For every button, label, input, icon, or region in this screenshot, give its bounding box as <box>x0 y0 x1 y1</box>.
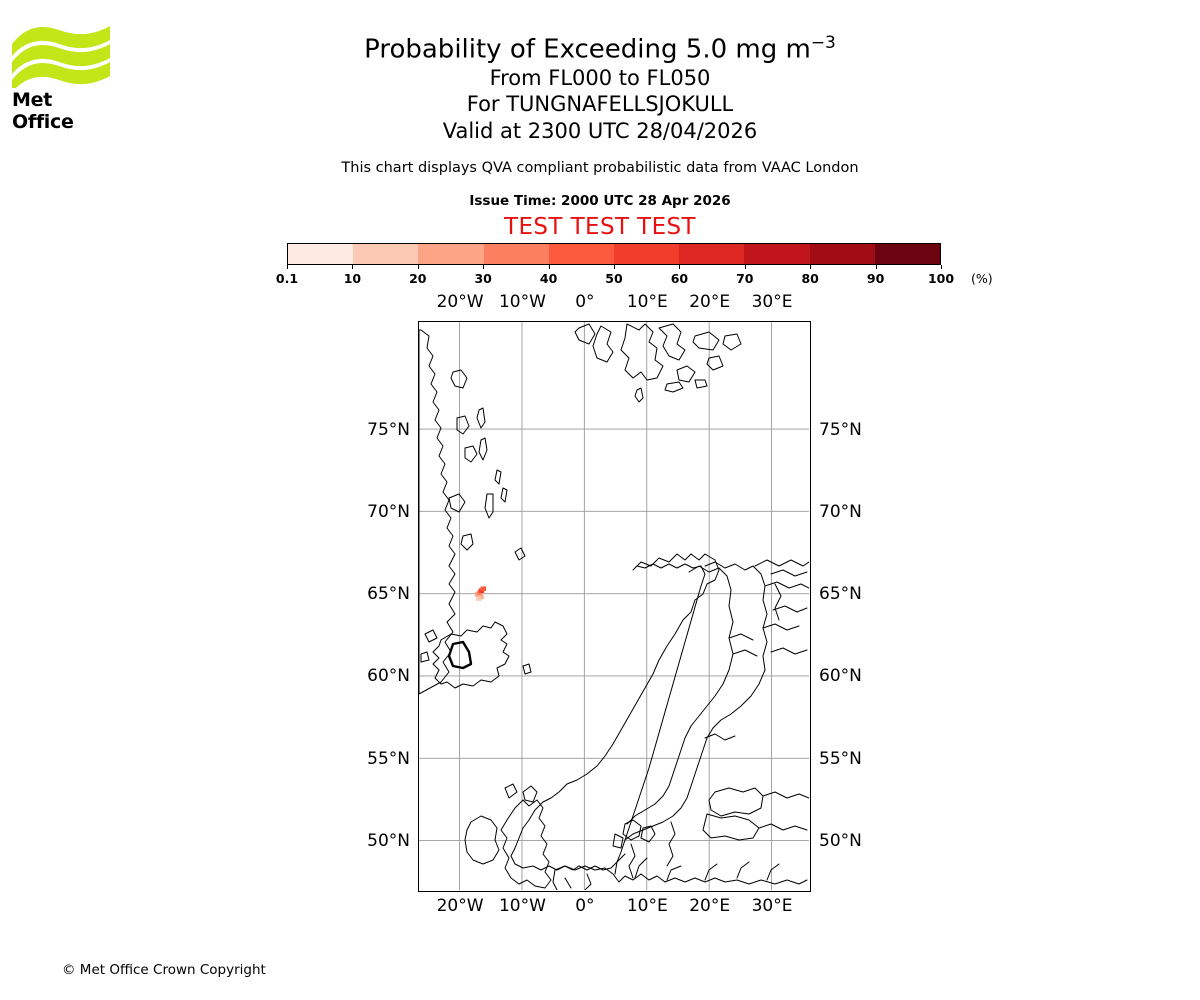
title-block: Probability of Exceeding 5.0 mg m−3 From… <box>0 0 1200 240</box>
met-office-logo: Met Office <box>12 22 110 133</box>
colorbar-tick-100: 100 <box>927 271 955 286</box>
flight-level-line: From FL000 to FL050 <box>489 65 711 90</box>
lat-label-right-70°N: 70°N <box>819 501 862 522</box>
colorbar-tickmark <box>483 265 485 269</box>
met-office-logo-text: Met Office <box>12 89 74 133</box>
colorbar-tick-70: 70 <box>736 271 754 286</box>
lon-label-bottom-10°W: 10°W <box>498 896 546 916</box>
map-plot-area <box>418 321 811 892</box>
colorbar-tick-10: 10 <box>343 271 362 286</box>
colorbar-band-9 <box>874 244 941 264</box>
page-title: Probability of Exceeding 5.0 mg m−3 <box>0 28 1200 65</box>
colorbar-band-8 <box>809 244 875 264</box>
colorbar-tickmark <box>875 265 877 269</box>
lon-label-top-0°: 0° <box>575 292 595 312</box>
colorbar-band-4 <box>548 244 615 264</box>
lon-label-top-10°E: 10°E <box>626 292 668 312</box>
lat-label-right-60°N: 60°N <box>819 666 862 687</box>
lon-label-top-10°W: 10°W <box>498 292 546 312</box>
colorbar-tick-90: 90 <box>866 271 885 286</box>
colorbar-tickmark <box>679 265 681 269</box>
lon-label-top-20°E: 20°E <box>689 292 731 312</box>
met-office-wave-icon <box>12 26 110 88</box>
colorbar-tickmark <box>614 265 615 269</box>
colorbar-band-0 <box>288 244 354 264</box>
colorbar-tick-60: 60 <box>670 271 689 286</box>
volcano-line: For TUNGNAFELLSJOKULL <box>466 92 734 117</box>
test-banner: TEST TEST TEST <box>504 214 696 241</box>
map-coastlines <box>419 323 809 890</box>
colorbar-tick-30: 30 <box>474 271 492 286</box>
probability-colorbar <box>287 243 941 265</box>
lat-label-left-65°N: 65°N <box>367 584 410 605</box>
colorbar-tickmark <box>352 265 354 269</box>
map-gridlines <box>419 322 809 890</box>
page-title-text: Probability of Exceeding 5.0 mg m <box>364 34 811 65</box>
colorbar-gradient <box>287 243 941 265</box>
valid-time-line: Valid at 2300 UTC 28/04/2026 <box>442 118 758 143</box>
map-svg <box>419 322 809 890</box>
page-title-exponent: −3 <box>810 33 836 53</box>
colorbar-units: (%) <box>971 271 993 286</box>
colorbar-tickmark <box>548 265 550 269</box>
colorbar-tickmark <box>810 265 812 269</box>
colorbar-tickmark <box>417 265 419 269</box>
lat-label-right-50°N: 50°N <box>819 831 862 852</box>
ash-cell <box>476 596 482 601</box>
colorbar-band-2 <box>418 244 484 264</box>
colorbar-tick-40: 40 <box>539 271 558 286</box>
colorbar-tick-80: 80 <box>801 271 819 286</box>
colorbar-tick-20: 20 <box>409 271 427 286</box>
colorbar-tickmark <box>744 265 746 269</box>
ash-region-outline <box>447 640 473 670</box>
lat-label-right-55°N: 55°N <box>819 748 862 769</box>
colorbar-tick-50: 50 <box>605 271 623 286</box>
lon-label-top-30°E: 30°E <box>751 292 793 312</box>
colorbar-band-1 <box>353 244 419 264</box>
colorbar-tickmark <box>287 265 288 269</box>
copyright-notice: © Met Office Crown Copyright <box>62 962 266 978</box>
lat-label-left-60°N: 60°N <box>367 666 410 687</box>
colorbar-band-5 <box>614 244 680 264</box>
colorbar-tickmark <box>941 265 942 269</box>
colorbar-band-7 <box>744 244 810 264</box>
lon-label-bottom-0°: 0° <box>575 896 595 916</box>
lat-label-right-75°N: 75°N <box>819 419 862 440</box>
lat-label-left-75°N: 75°N <box>367 419 410 440</box>
issue-time: Issue Time: 2000 UTC 28 Apr 2026 <box>469 193 731 210</box>
lon-label-bottom-10°E: 10°E <box>626 896 668 916</box>
lon-label-bottom-20°E: 20°E <box>689 896 731 916</box>
ash-plume-overlay <box>474 586 487 601</box>
lat-label-left-50°N: 50°N <box>367 831 410 852</box>
qva-note: This chart displays QVA compliant probab… <box>341 160 859 177</box>
colorbar-band-3 <box>483 244 549 264</box>
ash-cell <box>480 586 487 591</box>
lat-label-left-70°N: 70°N <box>367 501 410 522</box>
lat-label-left-55°N: 55°N <box>367 748 410 769</box>
colorbar-band-6 <box>679 244 745 264</box>
colorbar-tick-labels: 0.1 10 20 30 40 50 60 70 80 90 100 <box>276 265 954 287</box>
lon-label-bottom-30°E: 30°E <box>751 896 793 916</box>
lon-label-bottom-20°W: 20°W <box>436 896 484 916</box>
colorbar-tick-0.1: 0.1 <box>275 271 299 286</box>
lon-label-top-20°W: 20°W <box>436 292 484 312</box>
lat-label-right-65°N: 65°N <box>819 584 862 605</box>
